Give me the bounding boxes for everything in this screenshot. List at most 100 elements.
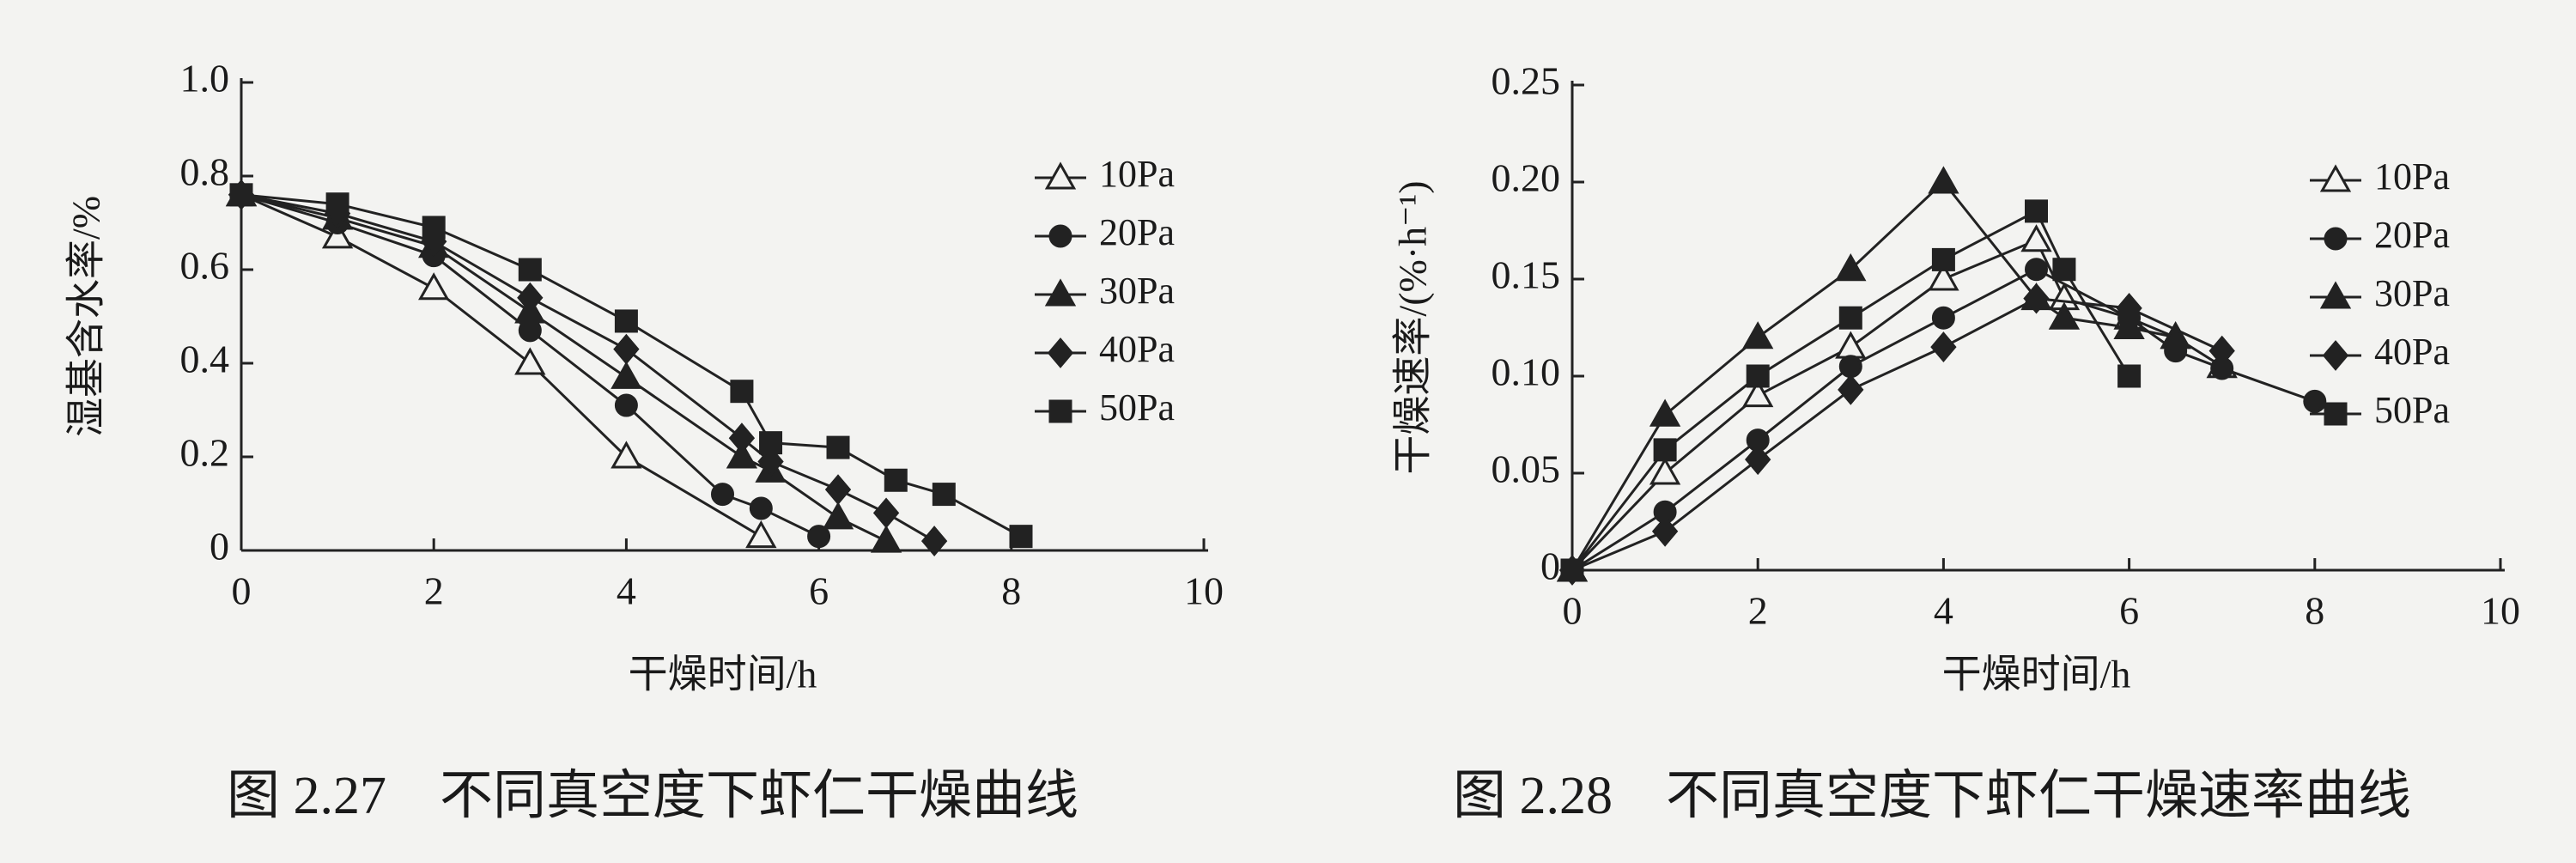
y-tick-label: 0.2 xyxy=(180,431,230,475)
data-point xyxy=(826,435,850,459)
legend-label: 10Pa xyxy=(2374,155,2450,198)
data-point xyxy=(2048,301,2081,330)
data-point xyxy=(759,431,783,455)
data-point xyxy=(2023,283,2050,314)
y-tick-label: 0.4 xyxy=(180,337,230,381)
data-point xyxy=(728,422,756,454)
data-point xyxy=(1835,253,1867,282)
y-tick-label: 0 xyxy=(210,525,229,568)
data-point xyxy=(1742,321,1774,349)
data-point xyxy=(1653,438,1677,462)
y-tick-label: 0.05 xyxy=(1492,447,1561,491)
data-point xyxy=(518,258,542,282)
data-point xyxy=(2303,389,2327,413)
series-line xyxy=(1571,297,2223,572)
legend-label: 50Pa xyxy=(2374,389,2450,431)
data-point xyxy=(872,497,900,529)
data-point xyxy=(1560,558,1584,582)
data-point xyxy=(2208,335,2235,367)
x-tick-label: 0 xyxy=(232,569,252,613)
x-axis-label: 干燥时间/h xyxy=(1942,653,2131,696)
y-tick-label: 1.0 xyxy=(180,57,230,100)
data-point xyxy=(613,333,640,365)
x-tick-label: 4 xyxy=(617,569,636,613)
legend-marker xyxy=(1048,224,1072,248)
data-point xyxy=(1838,355,1862,379)
legend-marker xyxy=(2324,402,2348,426)
legend-label: 40Pa xyxy=(2374,331,2450,373)
data-point xyxy=(730,380,754,404)
data-point xyxy=(2117,364,2142,388)
legend-label: 40Pa xyxy=(1099,328,1175,370)
x-tick-label: 6 xyxy=(809,569,829,613)
x-tick-label: 10 xyxy=(2481,589,2520,633)
legend-marker xyxy=(1047,337,1074,368)
data-point xyxy=(1928,263,1959,291)
data-point xyxy=(807,525,831,549)
data-point xyxy=(1649,398,1681,427)
legend-label: 20Pa xyxy=(1099,211,1175,253)
y-tick-label: 0.6 xyxy=(180,244,230,288)
data-point xyxy=(1651,515,1679,547)
y-axis-label: 干燥速率/(%·h⁻¹) xyxy=(1391,180,1435,474)
x-tick-label: 2 xyxy=(424,569,444,613)
data-point xyxy=(517,282,544,313)
data-point xyxy=(1838,306,1862,330)
data-point xyxy=(1930,331,1957,363)
series-line xyxy=(240,193,762,538)
data-point xyxy=(1742,379,1774,408)
data-point xyxy=(822,501,854,530)
series-line xyxy=(1571,238,2223,572)
data-point xyxy=(614,309,638,333)
data-point xyxy=(726,441,758,469)
data-point xyxy=(1745,444,1771,476)
data-point xyxy=(2020,224,2052,252)
data-point xyxy=(418,272,450,301)
x-tick-label: 0 xyxy=(1563,589,1583,633)
data-point xyxy=(2025,258,2048,282)
data-point xyxy=(711,483,734,507)
data-point xyxy=(824,474,852,506)
data-point xyxy=(2052,258,2076,282)
legend-label: 10Pa xyxy=(1099,153,1175,195)
x-tick-label: 8 xyxy=(2305,589,2324,633)
series-line xyxy=(1571,268,2316,572)
y-tick-label: 0.25 xyxy=(1492,59,1561,103)
y-tick-label: 0.10 xyxy=(1492,350,1561,394)
legend-marker xyxy=(2324,227,2348,251)
y-tick-label: 0.20 xyxy=(1492,156,1561,200)
data-point xyxy=(514,347,546,375)
legend-label: 50Pa xyxy=(1099,386,1175,428)
legend-marker xyxy=(2319,281,2352,309)
data-point xyxy=(1931,247,1955,271)
legend-label: 20Pa xyxy=(2374,214,2450,256)
y-axis-label: 湿基含水率/% xyxy=(64,196,108,437)
data-point xyxy=(1838,374,1864,405)
data-point xyxy=(611,361,642,389)
x-axis-label: 干燥时间/h xyxy=(629,653,817,696)
y-tick-label: 0.8 xyxy=(180,150,230,194)
data-point xyxy=(920,526,948,557)
legend-marker xyxy=(2322,340,2349,371)
data-point xyxy=(1835,331,1867,359)
data-point xyxy=(229,183,253,207)
data-point xyxy=(611,441,642,469)
legend-marker xyxy=(1044,278,1077,307)
data-point xyxy=(614,393,638,417)
data-point xyxy=(2116,292,2142,324)
data-point xyxy=(325,192,349,216)
data-point xyxy=(1931,306,1955,330)
x-tick-label: 2 xyxy=(1748,589,1768,633)
data-point xyxy=(745,520,777,549)
y-tick-label: 0.15 xyxy=(1492,253,1561,297)
data-point xyxy=(321,221,354,249)
data-point xyxy=(757,446,784,477)
x-tick-label: 10 xyxy=(1184,569,1224,613)
figure-caption: 图 2.27 不同真空度下虾仁干燥曲线 xyxy=(227,767,1078,825)
series-line xyxy=(240,193,935,543)
data-point xyxy=(749,496,773,520)
data-point xyxy=(1928,166,1959,194)
data-point xyxy=(2113,311,2145,339)
